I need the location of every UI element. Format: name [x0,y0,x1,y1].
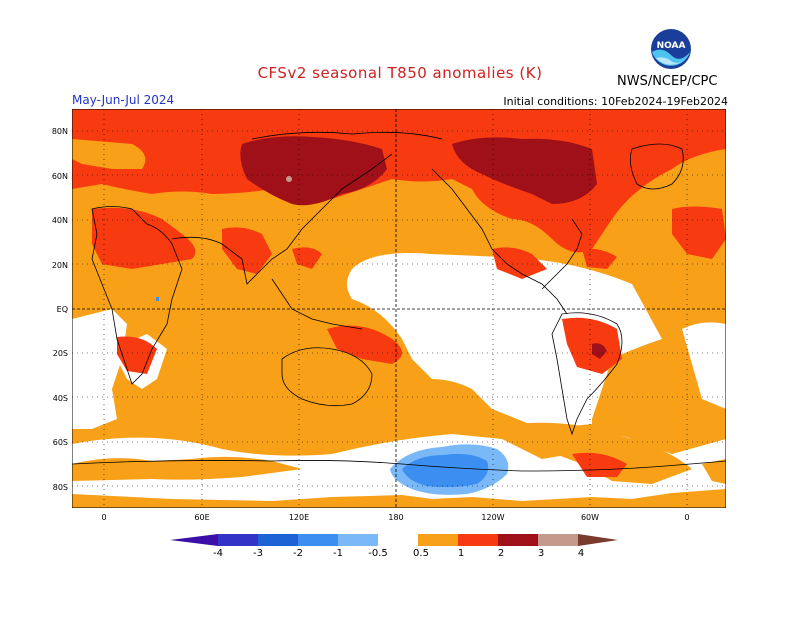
lon-label: 120W [481,513,505,522]
noaa-logo: NOAA [651,29,691,69]
colorbar-label: 3 [537,548,545,559]
lat-label: 20S [52,349,68,358]
lat-label: 60N [51,172,68,181]
lat-label: 40N [51,216,68,225]
lat-label: 80S [52,483,68,492]
lon-label: 120E [288,513,310,522]
lon-label: 0 [101,513,107,522]
warm-2-3 [240,136,607,359]
colorbar-cell [418,534,458,546]
colorbar-cell [458,534,498,546]
lat-label: 20N [51,261,68,270]
lat-label: 80N [51,127,68,136]
colorbar-cell [338,534,378,546]
colorbar-label: -1 [333,548,343,559]
colorbar-cell [218,534,258,546]
coastlines [72,131,726,472]
colorbar-cell [498,534,538,546]
colorbar-label: 4 [577,548,585,559]
colorbar [170,534,618,546]
lat-label: 40S [52,394,68,403]
colorbar-cell [378,534,418,546]
colorbar-cell [578,534,618,546]
colorbar-label: -3 [253,548,263,559]
colorbar-label: -2 [293,548,303,559]
colorbar-label: 2 [497,548,505,559]
colorbar-cell [298,534,338,546]
colorbar-label: 1 [457,548,465,559]
chart-title: CFSv2 seasonal T850 anomalies (K) [257,64,543,82]
lon-label: 60W [580,513,600,522]
agency-label: NWS/NCEP/CPC [617,74,718,89]
lon-label: 60E [194,513,210,522]
initial-conditions: Initial conditions: 10Feb2024-19Feb2024 [503,95,728,108]
lat-label: EQ [56,305,68,314]
lon-label: 180 [388,513,404,522]
graticule [72,109,726,508]
lon-label: 0 [684,513,690,522]
anomaly-map [72,109,726,508]
colorbar-cell [258,534,298,546]
season-label: May-Jun-Jul 2024 [72,93,175,107]
colorbar-cell [170,534,218,546]
colorbar-label: -0.5 [368,548,388,559]
colorbar-label: -4 [213,548,223,559]
cold-anomaly [390,444,509,495]
lat-label: 60S [52,438,68,447]
colorbar-cell [538,534,578,546]
colorbar-label: 0.5 [413,548,429,559]
logo-text: NOAA [657,41,686,51]
